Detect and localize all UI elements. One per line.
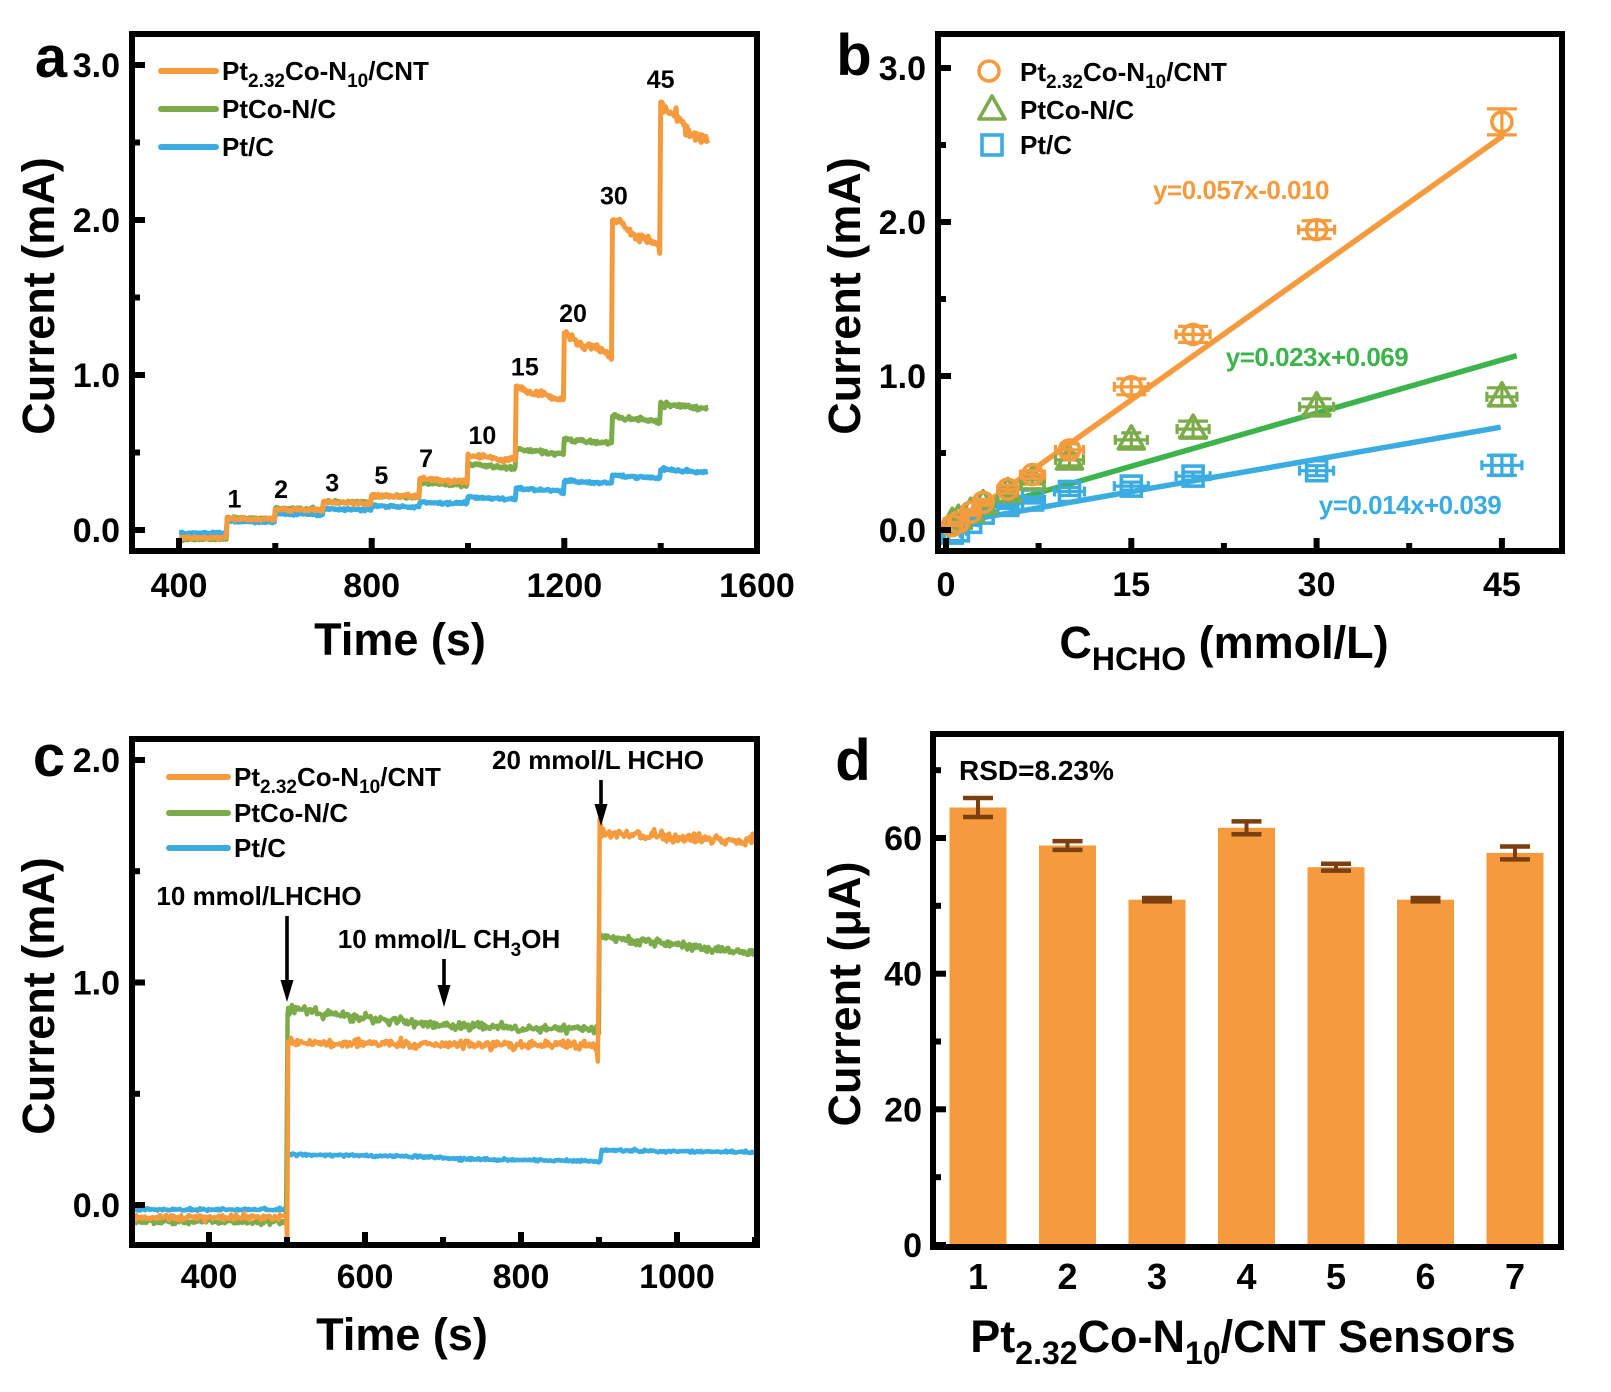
svg-text:60: 60 <box>884 820 922 858</box>
svg-text:d: d <box>835 728 870 793</box>
svg-text:1000: 1000 <box>639 1258 715 1296</box>
svg-text:6: 6 <box>1415 1256 1435 1297</box>
svg-text:Pt/C: Pt/C <box>234 833 286 863</box>
svg-text:600: 600 <box>337 1258 394 1296</box>
svg-text:20: 20 <box>884 1091 922 1129</box>
svg-text:15: 15 <box>1112 566 1150 604</box>
svg-text:0: 0 <box>937 566 956 604</box>
svg-text:y=0.014x+0.039: y=0.014x+0.039 <box>1319 490 1501 520</box>
svg-text:y=0.023x+0.069: y=0.023x+0.069 <box>1226 342 1408 372</box>
svg-text:1600: 1600 <box>719 567 795 605</box>
svg-text:3.0: 3.0 <box>879 50 926 88</box>
svg-text:1200: 1200 <box>527 567 603 605</box>
svg-text:30: 30 <box>1298 566 1336 604</box>
svg-text:PtCo-N/C: PtCo-N/C <box>1020 95 1134 125</box>
svg-text:c: c <box>33 724 65 789</box>
svg-text:Time (s): Time (s) <box>314 614 486 665</box>
svg-text:1: 1 <box>968 1256 988 1297</box>
svg-text:0.0: 0.0 <box>879 512 926 550</box>
svg-text:Pt2.32Co-N10/CNT Sensors: Pt2.32Co-N10/CNT Sensors <box>970 1311 1515 1371</box>
svg-text:b: b <box>836 23 871 88</box>
svg-text:1.0: 1.0 <box>879 358 926 396</box>
svg-text:1.0: 1.0 <box>73 965 120 1003</box>
svg-text:1.0: 1.0 <box>73 357 120 395</box>
svg-text:45: 45 <box>1483 566 1521 604</box>
svg-text:2.0: 2.0 <box>73 742 120 780</box>
svg-text:2: 2 <box>274 476 288 504</box>
svg-text:3: 3 <box>325 469 339 497</box>
svg-text:2: 2 <box>1057 1256 1077 1297</box>
svg-text:1: 1 <box>227 485 241 513</box>
svg-text:40: 40 <box>884 956 922 994</box>
svg-text:PtCo-N/C: PtCo-N/C <box>222 94 336 124</box>
svg-text:30: 30 <box>600 182 628 210</box>
svg-text:2.0: 2.0 <box>879 204 926 242</box>
svg-text:Pt/C: Pt/C <box>1020 130 1072 160</box>
svg-text:Current (μA): Current (μA) <box>819 861 870 1126</box>
svg-text:5: 5 <box>1326 1256 1346 1297</box>
svg-text:4: 4 <box>1236 1256 1256 1297</box>
svg-text:a: a <box>35 25 68 90</box>
svg-text:800: 800 <box>343 567 400 605</box>
svg-text:10: 10 <box>469 422 497 450</box>
svg-text:CHCHO (mmol/L): CHCHO (mmol/L) <box>1059 617 1388 677</box>
svg-text:2.0: 2.0 <box>73 202 120 240</box>
svg-text:Current (mA): Current (mA) <box>13 857 64 1135</box>
svg-text:400: 400 <box>181 1258 238 1296</box>
svg-text:Time (s): Time (s) <box>316 1309 488 1360</box>
svg-text:y=0.057x-0.010: y=0.057x-0.010 <box>1153 175 1329 205</box>
svg-text:3.0: 3.0 <box>73 47 120 85</box>
svg-text:PtCo-N/C: PtCo-N/C <box>234 798 348 828</box>
svg-text:Current (mA): Current (mA) <box>819 157 870 435</box>
svg-text:400: 400 <box>151 567 208 605</box>
svg-text:15: 15 <box>511 354 539 382</box>
svg-text:45: 45 <box>647 66 675 94</box>
svg-text:20 mmol/L HCHO: 20 mmol/L HCHO <box>492 745 704 775</box>
svg-text:20: 20 <box>559 300 587 328</box>
svg-text:800: 800 <box>493 1258 550 1296</box>
svg-text:3: 3 <box>1147 1256 1167 1297</box>
svg-text:Pt/C: Pt/C <box>222 132 274 162</box>
svg-text:Current (mA): Current (mA) <box>13 157 64 435</box>
svg-text:0.0: 0.0 <box>73 512 120 550</box>
svg-text:0: 0 <box>903 1227 922 1265</box>
svg-text:10 mmol/LHCHO: 10 mmol/LHCHO <box>156 881 361 911</box>
svg-text:5: 5 <box>374 462 388 490</box>
svg-text:RSD=8.23%: RSD=8.23% <box>959 755 1114 786</box>
svg-text:0.0: 0.0 <box>73 1187 120 1225</box>
svg-text:7: 7 <box>419 445 433 473</box>
svg-text:7: 7 <box>1505 1256 1525 1297</box>
